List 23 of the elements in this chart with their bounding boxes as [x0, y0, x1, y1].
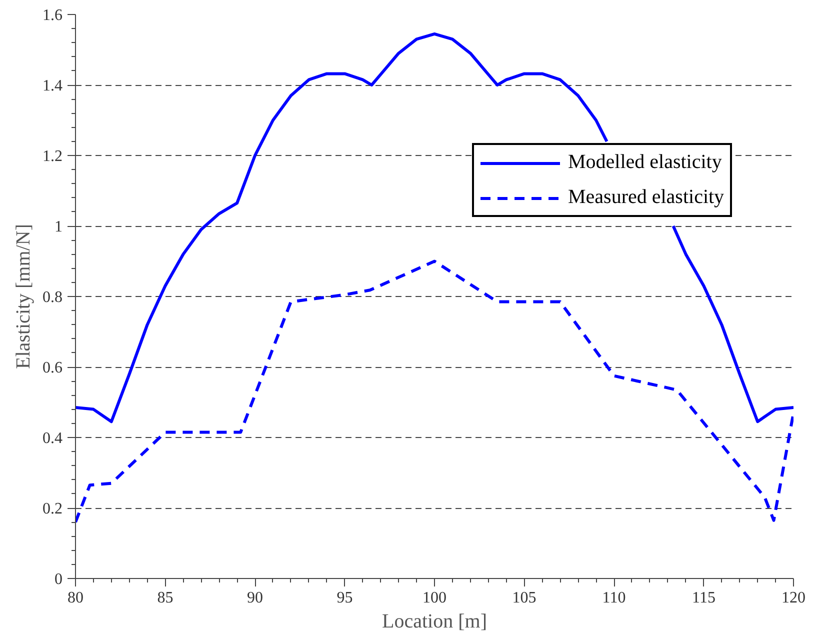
legend-label: Measured elasticity [568, 186, 724, 209]
y-tick-label: 0.4 [42, 430, 62, 447]
x-tick-label: 80 [68, 590, 84, 606]
x-tick-label: 105 [512, 590, 536, 606]
y-tick-label: 1 [54, 218, 62, 236]
y-axis-title: Elasticity [mm/N] [12, 224, 34, 369]
x-tick-label: 100 [422, 590, 446, 606]
x-tick-label: 95 [336, 590, 353, 606]
x-tick-label: 120 [782, 590, 806, 606]
y-tick-label: 1.6 [42, 7, 62, 24]
x-tick-label: 85 [157, 590, 174, 606]
x-tick-label: 90 [247, 590, 263, 606]
y-tick-label: 0 [54, 571, 62, 588]
y-tick-label: 0.2 [42, 500, 62, 518]
x-tick-label: 115 [692, 590, 716, 606]
y-tick-label: 1.2 [42, 148, 62, 165]
y-tick-label: 0.6 [42, 360, 62, 376]
line-series [76, 260, 794, 524]
y-tick-label: 1.4 [42, 78, 62, 94]
x-tick-label: 110 [602, 590, 626, 606]
legend-label: Modelled elasticity [568, 151, 722, 174]
y-tick-label: 0.8 [42, 289, 62, 306]
x-axis-title: Location [m] [382, 610, 487, 632]
